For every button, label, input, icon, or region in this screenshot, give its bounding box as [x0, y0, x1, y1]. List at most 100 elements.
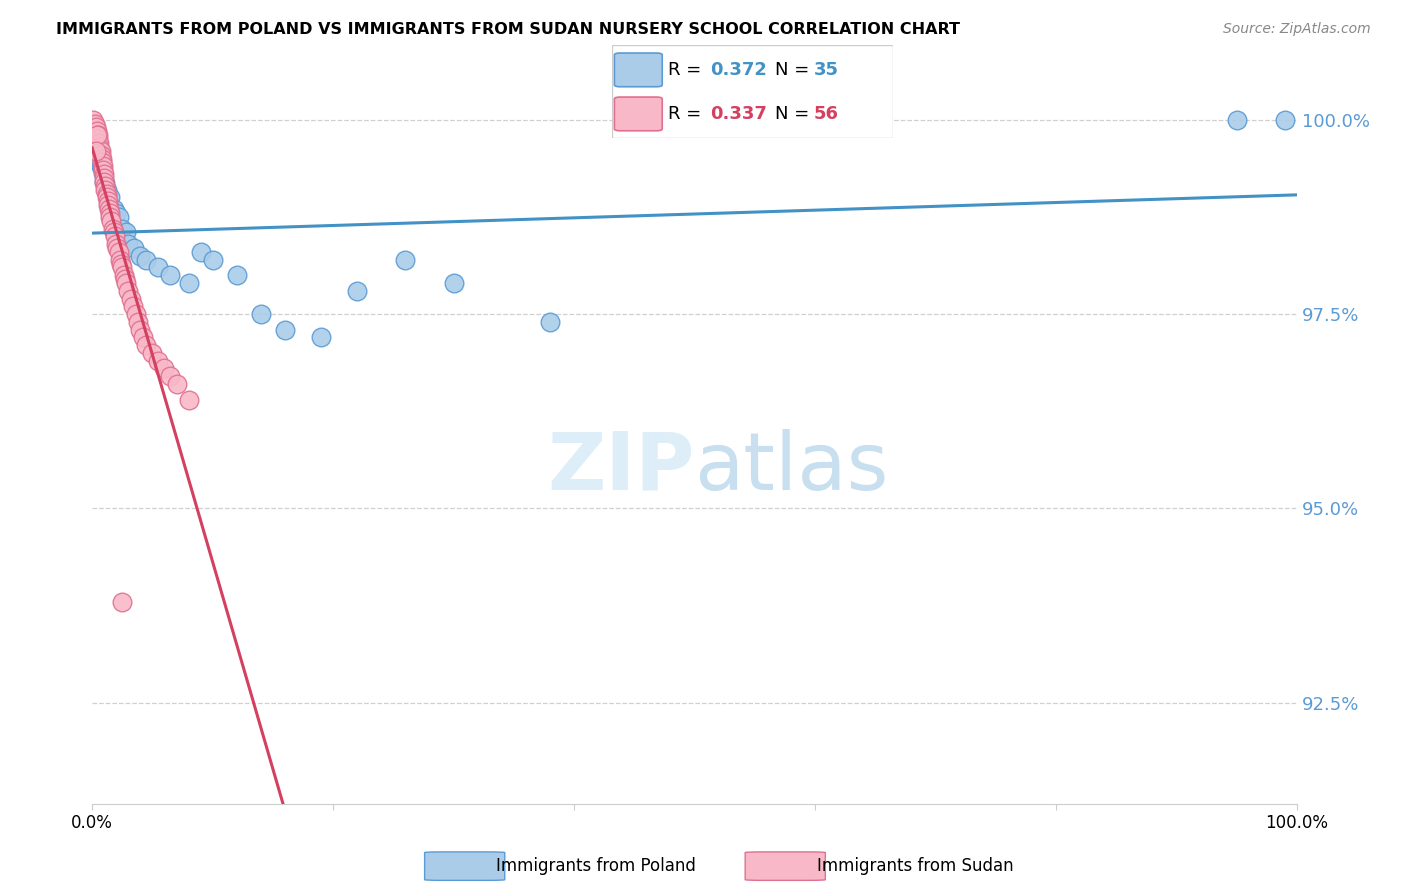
Point	[148, 260, 170, 275]
Point	[132, 330, 155, 344]
Text: R =: R =	[668, 61, 707, 78]
Point	[89, 136, 111, 150]
Point	[111, 221, 134, 235]
Point	[124, 241, 146, 255]
Point	[153, 361, 176, 376]
Point	[98, 190, 121, 204]
Point	[87, 128, 110, 143]
Point	[90, 159, 112, 173]
Point	[110, 256, 132, 270]
Point	[90, 161, 112, 175]
Point	[159, 268, 181, 282]
Point	[94, 177, 117, 191]
Point	[89, 140, 111, 154]
Text: 56: 56	[814, 105, 839, 123]
Point	[127, 315, 149, 329]
Point	[91, 159, 114, 173]
Point	[148, 353, 170, 368]
Point	[96, 186, 118, 201]
FancyBboxPatch shape	[425, 852, 505, 880]
Point	[346, 284, 368, 298]
Point	[111, 595, 134, 609]
Point	[309, 330, 332, 344]
Point	[87, 153, 110, 167]
Point	[90, 155, 112, 169]
Point	[83, 116, 105, 130]
Point	[114, 272, 136, 286]
Point	[225, 268, 247, 282]
Point	[89, 155, 111, 169]
Point	[90, 152, 112, 166]
Point	[87, 132, 110, 146]
Point	[111, 260, 134, 275]
FancyBboxPatch shape	[745, 852, 825, 880]
Point	[98, 210, 121, 224]
Point	[93, 167, 115, 181]
Point	[84, 120, 107, 135]
Point	[100, 213, 122, 227]
Point	[83, 147, 105, 161]
Point	[98, 206, 121, 220]
Point	[105, 237, 128, 252]
Text: IMMIGRANTS FROM POLAND VS IMMIGRANTS FROM SUDAN NURSERY SCHOOL CORRELATION CHART: IMMIGRANTS FROM POLAND VS IMMIGRANTS FRO…	[56, 22, 960, 37]
Point	[394, 252, 416, 267]
Point	[141, 346, 163, 360]
Text: 0.372: 0.372	[710, 61, 766, 78]
Point	[90, 147, 112, 161]
Point	[104, 229, 127, 244]
Point	[117, 237, 139, 252]
Point	[274, 323, 297, 337]
Text: N =: N =	[775, 61, 814, 78]
Point	[122, 299, 145, 313]
Point	[91, 163, 114, 178]
Point	[82, 112, 104, 127]
Point	[108, 252, 131, 267]
Point	[96, 190, 118, 204]
Text: ZIP: ZIP	[547, 429, 695, 507]
Text: Immigrants from Poland: Immigrants from Poland	[496, 857, 696, 875]
Point	[93, 175, 115, 189]
Point	[103, 202, 125, 216]
Text: R =: R =	[668, 105, 707, 123]
Point	[120, 292, 142, 306]
Point	[129, 249, 152, 263]
Text: atlas: atlas	[695, 429, 889, 507]
Text: Immigrants from Sudan: Immigrants from Sudan	[817, 857, 1014, 875]
Point	[115, 276, 138, 290]
Point	[84, 144, 107, 158]
Point	[96, 183, 118, 197]
Point	[105, 206, 128, 220]
Point	[94, 178, 117, 193]
Point	[93, 175, 115, 189]
Point	[538, 315, 561, 329]
Point	[250, 307, 273, 321]
Point	[90, 144, 112, 158]
Point	[129, 323, 152, 337]
Point	[97, 198, 120, 212]
Point	[91, 165, 114, 179]
Point	[112, 268, 135, 282]
Point	[201, 252, 224, 267]
Text: Source: ZipAtlas.com: Source: ZipAtlas.com	[1223, 22, 1371, 37]
Point	[98, 202, 121, 216]
Point	[97, 194, 120, 209]
FancyBboxPatch shape	[612, 45, 893, 138]
Point	[1226, 112, 1249, 127]
Point	[107, 244, 129, 259]
Point	[135, 252, 157, 267]
Point	[177, 392, 200, 407]
Point	[190, 244, 212, 259]
Point	[117, 284, 139, 298]
Point	[135, 338, 157, 352]
Point	[443, 276, 465, 290]
Point	[101, 221, 124, 235]
Point	[166, 377, 188, 392]
Point	[107, 241, 129, 255]
Point	[124, 307, 146, 321]
Point	[103, 226, 125, 240]
Point	[86, 152, 108, 166]
FancyBboxPatch shape	[614, 97, 662, 131]
Point	[159, 369, 181, 384]
FancyBboxPatch shape	[614, 53, 662, 87]
Text: 0.337: 0.337	[710, 105, 766, 123]
